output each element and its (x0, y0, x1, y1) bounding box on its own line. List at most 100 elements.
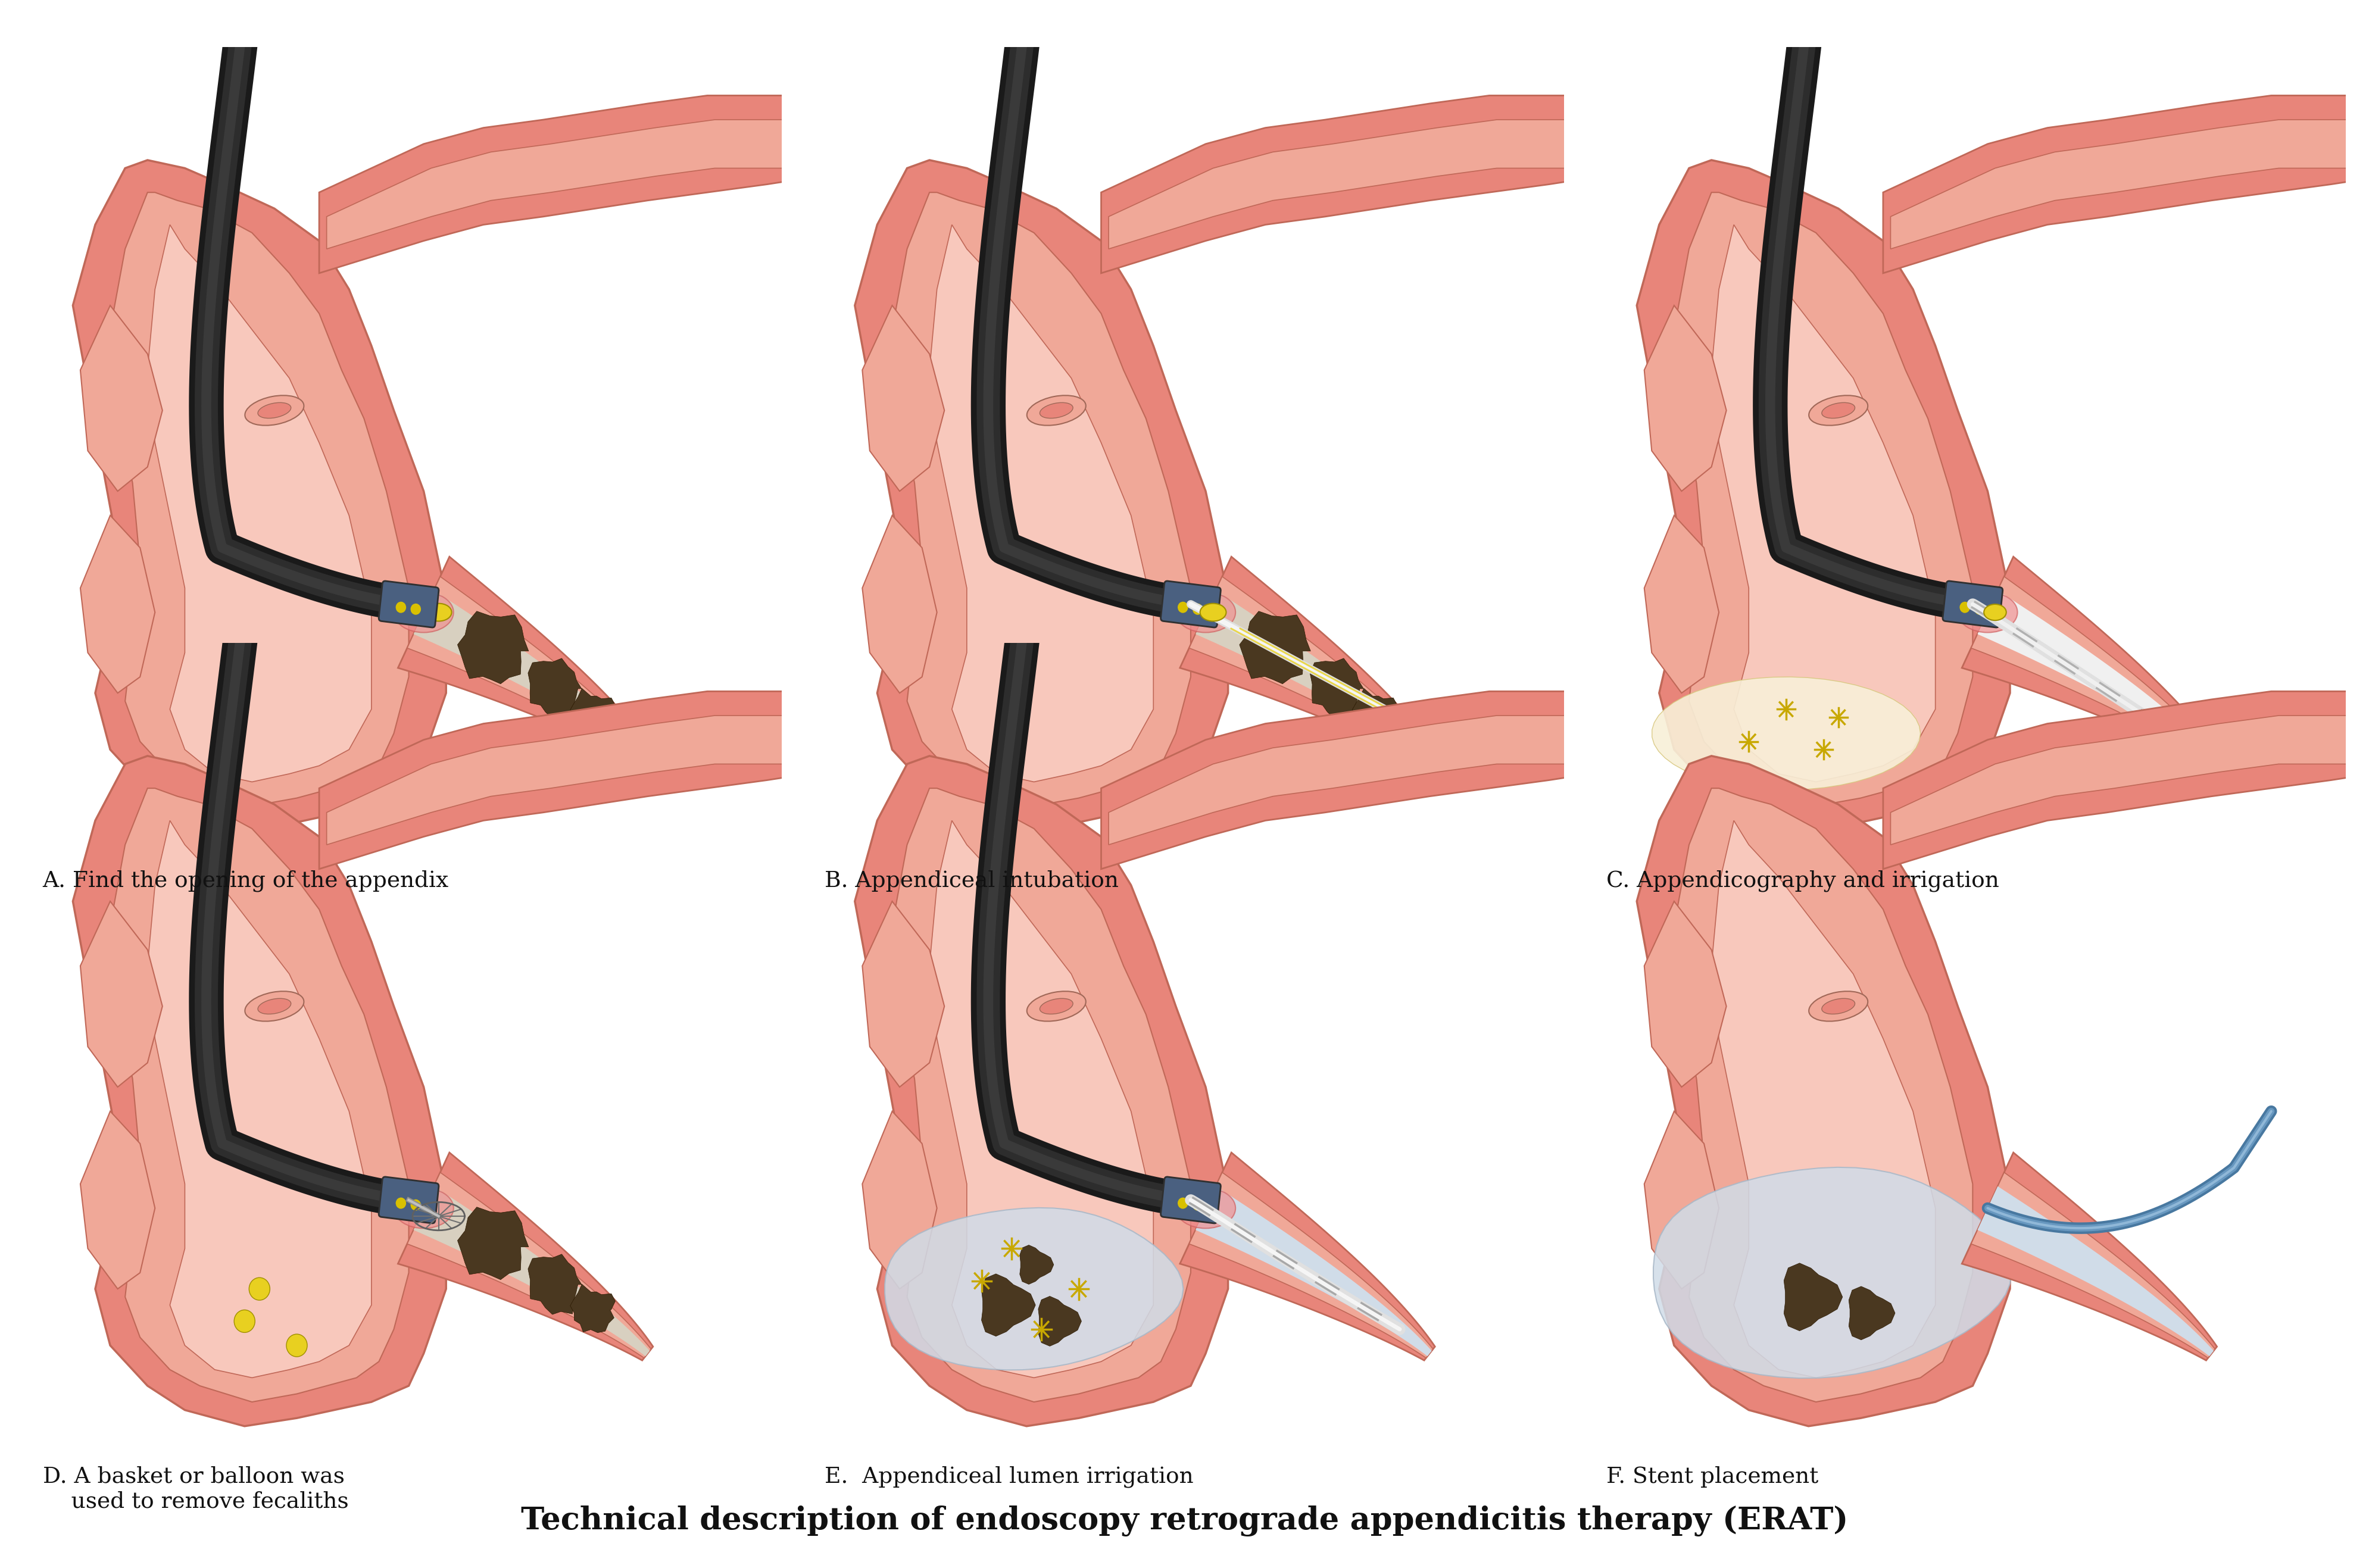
Circle shape (235, 1309, 256, 1333)
Polygon shape (1848, 1286, 1895, 1341)
Ellipse shape (426, 604, 452, 621)
Polygon shape (862, 1112, 936, 1289)
Circle shape (249, 1278, 270, 1300)
Polygon shape (1189, 1173, 1433, 1358)
FancyBboxPatch shape (1161, 582, 1220, 627)
Polygon shape (415, 591, 649, 760)
Text: Technical description of endoscopy retrograde appendicitis therapy (ERAT): Technical description of endoscopy retro… (521, 1505, 1848, 1537)
Circle shape (1192, 604, 1203, 615)
Polygon shape (320, 691, 820, 869)
Polygon shape (1180, 557, 1436, 765)
Polygon shape (929, 820, 1154, 1378)
Polygon shape (1353, 688, 1398, 737)
Polygon shape (1883, 96, 2369, 273)
Ellipse shape (244, 395, 303, 425)
Polygon shape (109, 789, 410, 1402)
Polygon shape (1189, 577, 1433, 762)
Polygon shape (1971, 1173, 2215, 1358)
Ellipse shape (393, 1189, 452, 1228)
Ellipse shape (1199, 604, 1225, 621)
Polygon shape (862, 902, 945, 1087)
Polygon shape (571, 1284, 616, 1333)
Polygon shape (1109, 119, 1601, 249)
Ellipse shape (1808, 991, 1867, 1021)
Text: D. A basket or balloon was
    used to remove fecaliths: D. A basket or balloon was used to remov… (43, 1466, 348, 1512)
Polygon shape (1890, 119, 2369, 249)
Ellipse shape (393, 593, 452, 632)
Polygon shape (1962, 557, 2217, 765)
Polygon shape (81, 306, 163, 491)
Polygon shape (109, 193, 410, 806)
Polygon shape (1038, 1297, 1080, 1347)
Ellipse shape (1026, 991, 1085, 1021)
Polygon shape (855, 756, 1227, 1427)
Ellipse shape (1822, 403, 1855, 419)
Polygon shape (891, 193, 1189, 806)
Polygon shape (1978, 591, 2213, 760)
Ellipse shape (1808, 395, 1867, 425)
Polygon shape (1239, 612, 1310, 684)
Polygon shape (81, 516, 154, 693)
Ellipse shape (258, 403, 291, 419)
Polygon shape (1196, 591, 1431, 760)
Polygon shape (320, 96, 820, 273)
Polygon shape (1784, 1264, 1843, 1331)
Polygon shape (1710, 224, 1935, 782)
Polygon shape (884, 1207, 1182, 1370)
Polygon shape (415, 1187, 649, 1356)
Polygon shape (457, 1207, 528, 1279)
Polygon shape (528, 659, 580, 718)
Polygon shape (1962, 1152, 2217, 1361)
Polygon shape (1710, 820, 1935, 1378)
Circle shape (1973, 604, 1985, 615)
Polygon shape (398, 557, 654, 765)
Text: A. Find the opening of the appendix: A. Find the opening of the appendix (43, 870, 448, 892)
Ellipse shape (258, 999, 291, 1014)
Circle shape (1192, 1200, 1203, 1210)
Polygon shape (1883, 691, 2369, 869)
FancyBboxPatch shape (1161, 1178, 1220, 1223)
Text: C. Appendicography and irrigation: C. Appendicography and irrigation (1606, 870, 1999, 892)
Polygon shape (1654, 1167, 2011, 1378)
Polygon shape (407, 577, 651, 762)
Polygon shape (1637, 756, 2009, 1427)
Polygon shape (1644, 1112, 1718, 1289)
Polygon shape (73, 756, 445, 1427)
Polygon shape (327, 119, 820, 249)
Ellipse shape (1822, 999, 1855, 1014)
Polygon shape (981, 1273, 1035, 1336)
Polygon shape (1673, 789, 1971, 1402)
Ellipse shape (1983, 604, 2007, 621)
Circle shape (287, 1334, 308, 1356)
Polygon shape (147, 820, 372, 1378)
Circle shape (396, 1198, 405, 1209)
Ellipse shape (1175, 593, 1234, 632)
Polygon shape (1180, 1152, 1436, 1361)
Polygon shape (571, 688, 616, 737)
Ellipse shape (1040, 999, 1073, 1014)
Polygon shape (862, 516, 936, 693)
Polygon shape (1196, 1187, 1431, 1356)
Polygon shape (1890, 715, 2369, 845)
Circle shape (396, 602, 405, 613)
Text: B. Appendiceal intubation: B. Appendiceal intubation (824, 870, 1118, 892)
Circle shape (1177, 602, 1187, 613)
Polygon shape (1651, 677, 1919, 790)
Polygon shape (1644, 306, 1727, 491)
Polygon shape (1644, 902, 1727, 1087)
Text: F. Stent placement: F. Stent placement (1606, 1466, 1819, 1488)
Polygon shape (1673, 193, 1971, 806)
Polygon shape (1310, 659, 1362, 718)
Polygon shape (1978, 1187, 2213, 1356)
Polygon shape (81, 902, 163, 1087)
Polygon shape (73, 160, 445, 831)
Ellipse shape (1175, 1189, 1234, 1228)
Ellipse shape (2194, 757, 2206, 775)
Ellipse shape (1026, 395, 1085, 425)
Circle shape (1177, 1198, 1187, 1209)
FancyBboxPatch shape (1943, 582, 2002, 627)
Polygon shape (855, 160, 1227, 831)
FancyBboxPatch shape (379, 1178, 438, 1223)
Polygon shape (1019, 1245, 1054, 1284)
Polygon shape (147, 224, 372, 782)
